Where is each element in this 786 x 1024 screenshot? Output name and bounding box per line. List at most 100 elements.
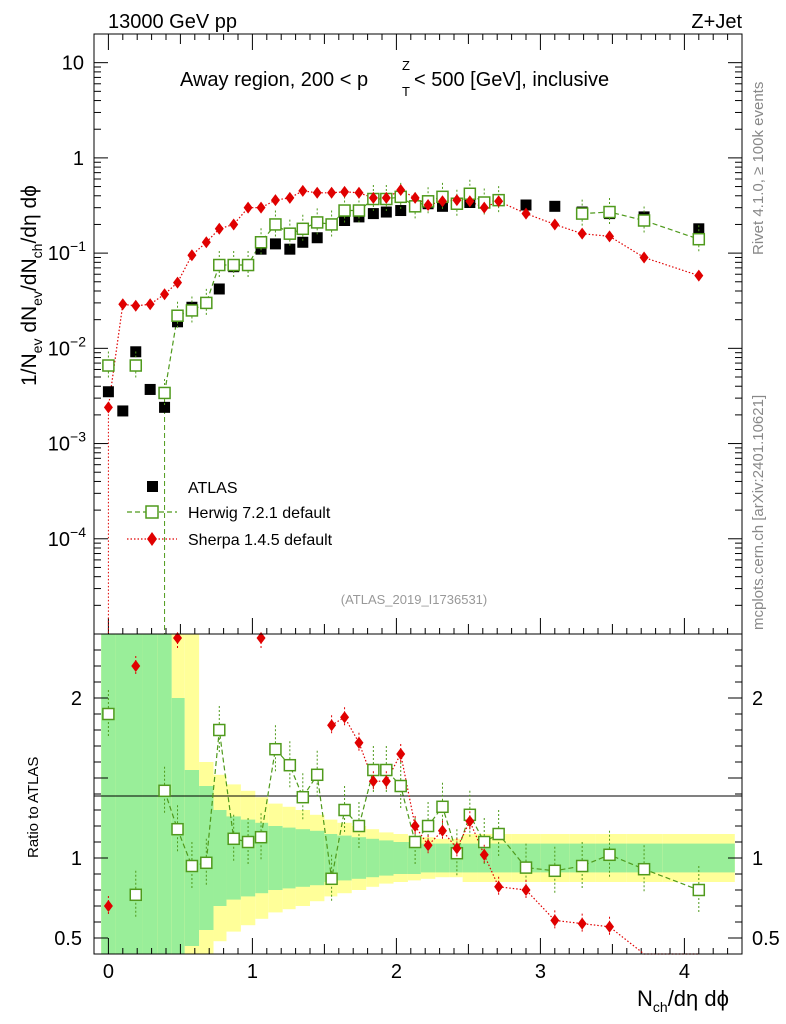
legend-marker-atlas [147, 481, 158, 492]
stat-uncertainty-band [420, 843, 436, 873]
herwig-ratio-point [158, 784, 171, 798]
y-tick-label-main: 10 [62, 53, 84, 75]
herwig-point [200, 296, 213, 310]
analysis-id: (ATLAS_2019_I1736531) [341, 592, 487, 607]
herwig-point [213, 258, 226, 272]
x-axis-label: Nch/dη dϕ [637, 986, 729, 1015]
herwig-point [227, 258, 240, 272]
region-title-sup: Z [402, 58, 410, 73]
herwig-ratio-point [102, 707, 115, 721]
sherpa-ratio-point [131, 660, 141, 672]
atlas-point [380, 206, 392, 218]
ratio-axis-ticks: 2 2 1 1 0.5 0.5 [54, 633, 780, 955]
stat-uncertainty-band [462, 843, 478, 873]
sherpa-point [465, 195, 475, 208]
sherpa-point [131, 299, 141, 312]
sherpa-ratio-point [354, 736, 364, 749]
stat-uncertainty-band [393, 842, 408, 874]
herwig-ratio-point [367, 763, 380, 777]
sherpa-ratio-point [452, 842, 462, 855]
process-label: Z+Jet [691, 11, 742, 33]
sherpa-point [145, 298, 155, 311]
legend-label-sherpa: Sherpa 1.4.5 default [188, 532, 333, 549]
sherpa-ratio-point [465, 815, 475, 828]
sherpa-ratio-point [423, 839, 433, 852]
stat-uncertainty-band [662, 843, 735, 873]
stat-uncertainty-band [351, 837, 367, 879]
sherpa-point [285, 191, 295, 204]
herwig-ratio-point [519, 861, 533, 874]
region-title: Away region, 200 < p Z T < 500 [GeV], in… [180, 58, 609, 99]
x-tick-label: 4 [679, 961, 690, 983]
stat-uncertainty-band [337, 835, 352, 881]
herwig-ratio-point [692, 883, 706, 897]
main-data-points [102, 179, 706, 634]
sherpa-point [521, 207, 531, 220]
sherpa-point [187, 249, 197, 262]
main-panel-frame [93, 33, 743, 635]
atlas-point [339, 215, 351, 227]
herwig-point [129, 359, 143, 372]
y-tick-label-main: 10−1 [48, 238, 86, 265]
herwig-point [338, 204, 351, 217]
sherpa-point [327, 186, 337, 199]
atlas-point [159, 401, 171, 413]
svg-text:1/Nev dNev/dNch/dη dϕ: 1/Nev dNev/dNch/dη dϕ [18, 185, 45, 386]
y-tick-label-ratio: 2 [71, 688, 82, 710]
herwig-ratio-point [603, 848, 616, 862]
herwig-ratio-point [492, 827, 505, 841]
ylabel-sub2: ev [29, 291, 45, 306]
herwig-point [352, 204, 366, 217]
herwig-ratio-point [200, 856, 213, 870]
sherpa-point [243, 201, 253, 214]
herwig-ratio-point [548, 864, 562, 878]
xlabel-main: N [637, 986, 653, 1011]
energy-label: 13000 GeV pp [108, 11, 237, 33]
herwig-ratio-point [325, 872, 338, 886]
herwig-ratio-point [227, 832, 240, 846]
sherpa-ratio-point [381, 775, 391, 788]
ylabel-part2: dN [18, 306, 41, 339]
ylabel-sub3: ch [29, 244, 45, 259]
herwig-ratio-point [421, 819, 435, 833]
herwig-point [254, 236, 268, 249]
atlas-point [102, 386, 114, 398]
sherpa-ratio-point [368, 775, 378, 788]
xlabel-end: /dη dϕ [668, 986, 729, 1011]
y-tick-label-main: 10−4 [48, 524, 86, 551]
herwig-ratio-point [269, 742, 282, 756]
herwig-ratio-point [310, 768, 324, 782]
herwig-ratio-point [241, 835, 255, 849]
herwig-ratio-point [637, 862, 651, 876]
herwig-point [185, 304, 199, 317]
stat-uncertainty-band [407, 842, 421, 874]
legend-marker-herwig [145, 505, 159, 519]
ylabel-part4: /dη dϕ [18, 185, 41, 243]
sherpa-ratio-point [396, 748, 406, 760]
ylabel-part3: /dN [18, 258, 41, 291]
herwig-ratio-point [477, 835, 491, 849]
atlas-point [297, 236, 309, 248]
sherpa-point [368, 191, 378, 204]
sherpa-ratio-point [605, 920, 615, 933]
herwig-ratio-point [380, 763, 393, 777]
atlas-point [549, 200, 561, 212]
herwig-point [325, 218, 338, 231]
herwig-point [575, 207, 589, 220]
herwig-ratio-point [254, 830, 268, 844]
sherpa-point [396, 184, 406, 197]
sherpa-ratio-point [577, 917, 587, 930]
herwig-point [269, 218, 282, 231]
atlas-point [367, 208, 379, 220]
sherpa-line [107, 189, 699, 408]
stat-uncertainty-band [115, 634, 130, 954]
stat-uncertainty-band [435, 843, 450, 873]
stat-uncertainty-band [226, 816, 241, 900]
sherpa-ratio-point [340, 711, 350, 724]
sherpa-point [118, 298, 128, 311]
sherpa-point [577, 227, 587, 240]
herwig-point [603, 205, 616, 219]
stat-uncertainty-band [366, 838, 380, 878]
sherpa-point [160, 288, 170, 301]
y-axis-label-main: 1/Nev dNev/dNch/dη dϕ [18, 185, 45, 386]
